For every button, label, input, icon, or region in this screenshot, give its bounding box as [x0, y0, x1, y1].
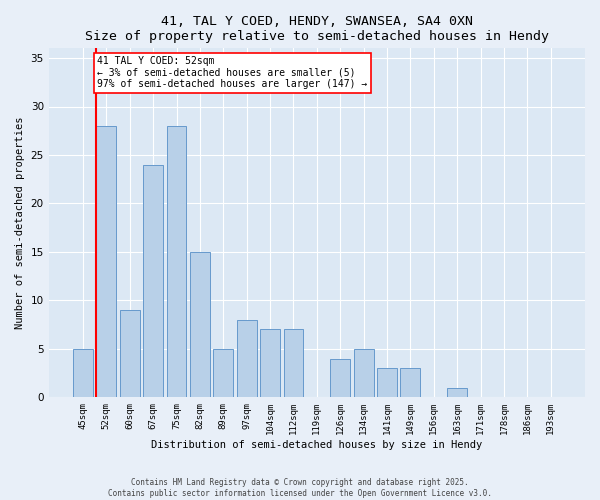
Bar	[377, 368, 397, 398]
Bar	[97, 126, 116, 398]
Y-axis label: Number of semi-detached properties: Number of semi-detached properties	[15, 116, 25, 329]
Bar	[447, 388, 467, 398]
Bar	[143, 164, 163, 398]
Bar	[120, 310, 140, 398]
Bar	[214, 349, 233, 398]
Bar	[73, 349, 93, 398]
Bar	[167, 126, 187, 398]
Bar	[237, 320, 257, 398]
Bar	[284, 330, 304, 398]
Bar	[190, 252, 210, 398]
Text: Contains HM Land Registry data © Crown copyright and database right 2025.
Contai: Contains HM Land Registry data © Crown c…	[108, 478, 492, 498]
Bar	[330, 358, 350, 398]
Bar	[400, 368, 421, 398]
X-axis label: Distribution of semi-detached houses by size in Hendy: Distribution of semi-detached houses by …	[151, 440, 482, 450]
Bar	[353, 349, 374, 398]
Title: 41, TAL Y COED, HENDY, SWANSEA, SA4 0XN
Size of property relative to semi-detach: 41, TAL Y COED, HENDY, SWANSEA, SA4 0XN …	[85, 15, 549, 43]
Text: 41 TAL Y COED: 52sqm
← 3% of semi-detached houses are smaller (5)
97% of semi-de: 41 TAL Y COED: 52sqm ← 3% of semi-detach…	[97, 56, 368, 90]
Bar	[260, 330, 280, 398]
